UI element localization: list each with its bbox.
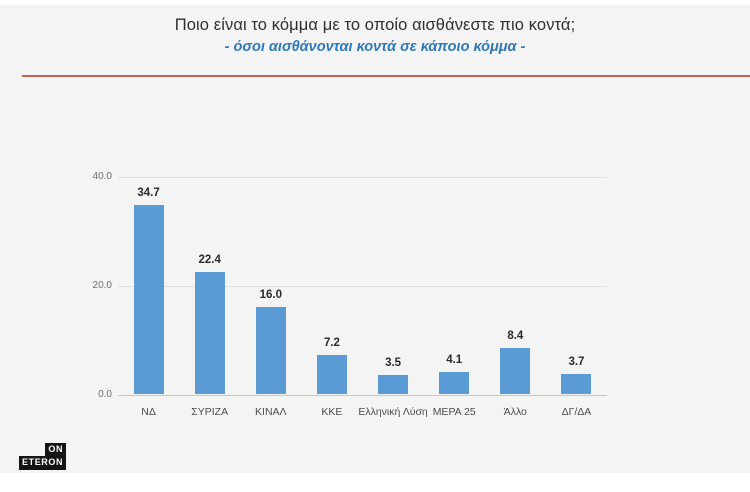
category-label: Άλλο xyxy=(503,406,527,418)
bar-value-label: 3.5 xyxy=(385,356,402,369)
plot-area: 0.0 20.0 40.0 34.7 ΝΔ 22.4 ΣΥΡΙΖΑ 16.0 ΚΙΝΑΛ 7.2 Κ… xyxy=(93,150,607,418)
bar xyxy=(500,348,531,394)
bar xyxy=(133,205,164,394)
bar xyxy=(378,374,409,394)
x-axis-line xyxy=(118,394,607,396)
bar-value-label: 4.1 xyxy=(446,353,463,366)
eteron-logo: ON ETERON xyxy=(19,443,67,470)
category-label: ΣΥΡΙΖΑ xyxy=(191,406,229,418)
gridline xyxy=(118,285,607,287)
bar xyxy=(255,306,286,394)
bar-value-label: 7.2 xyxy=(323,336,340,349)
bar xyxy=(439,371,470,394)
gridline xyxy=(118,176,607,178)
bar xyxy=(316,354,347,394)
logo-eteron-text: ETERON xyxy=(19,456,67,470)
y-tick-label: 40.0 xyxy=(92,171,112,183)
bar-value-label: 22.4 xyxy=(198,254,221,267)
bar-value-label: 8.4 xyxy=(507,330,524,343)
bar-value-label: 34.7 xyxy=(137,187,160,200)
category-label: ΝΔ xyxy=(141,406,156,418)
chart-question-title: Ποιο είναι το κόμμα με το οποίο αισθάνεσ… xyxy=(174,16,576,34)
category-label: ΚΙΝΑΛ xyxy=(255,406,287,418)
category-label: Ελληνική Λύση xyxy=(358,406,428,418)
bar-value-label: 3.7 xyxy=(568,355,585,368)
accent-divider-line xyxy=(22,75,750,77)
slide-background: Ποιο είναι το κόμμα με το οποίο αισθάνεσ… xyxy=(0,5,750,473)
category-label: ΔΓ/ΔΑ xyxy=(561,406,592,418)
category-label: ΚΚΕ xyxy=(321,406,343,418)
category-label: ΜΕΡΑ 25 xyxy=(432,406,476,418)
y-tick-label: 20.0 xyxy=(92,280,112,292)
logo-on-text: ON xyxy=(45,443,67,457)
bar-value-label: 16.0 xyxy=(259,288,282,301)
bar xyxy=(194,272,225,394)
bar xyxy=(561,373,592,394)
y-tick-label: 0.0 xyxy=(98,389,112,400)
chart-subtitle: - όσοι αισθάνονται κοντά σε κάποιο κόμμα… xyxy=(224,39,526,55)
